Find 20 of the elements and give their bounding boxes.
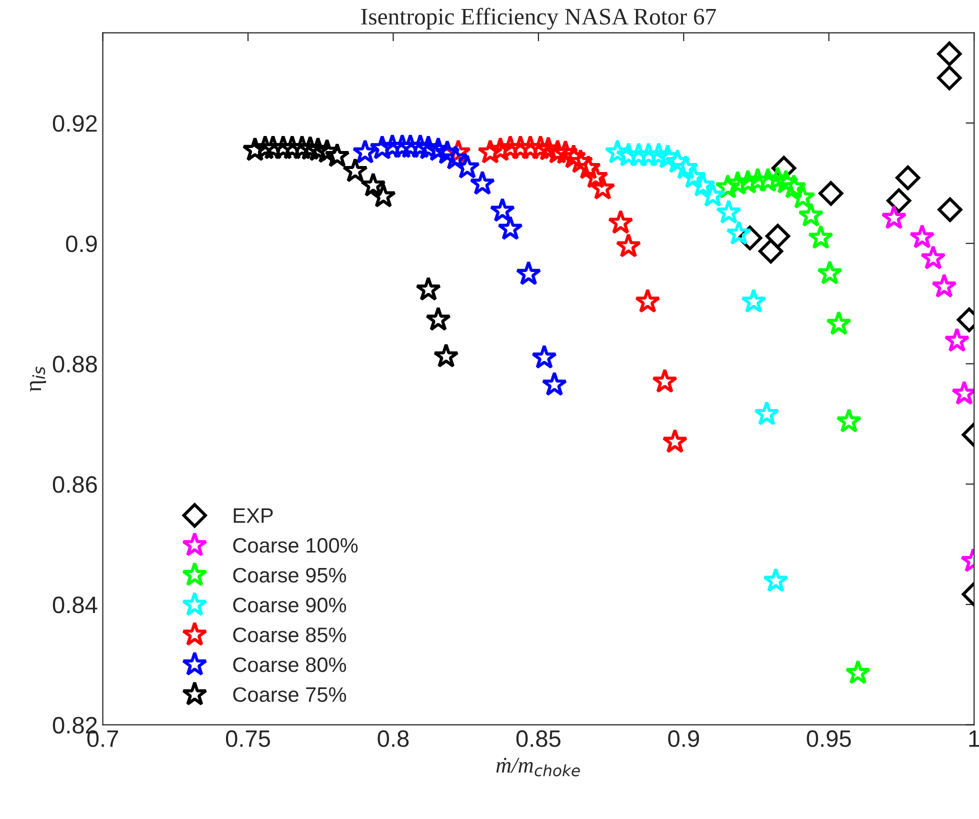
x-tick-label: 0.85	[516, 730, 560, 748]
x-tick-label: 0.75	[226, 730, 270, 748]
y-tick-label: 0.92	[52, 115, 97, 132]
legend-label: Coarse 85%	[233, 628, 346, 642]
y-axis-title: η$_{is}$	[30, 366, 46, 392]
legend-label: Coarse 100%	[233, 538, 358, 553]
y-tick-label: 0.86	[52, 476, 97, 493]
legend-label: EXP	[234, 508, 273, 523]
x-tick-label: 0.95	[806, 730, 851, 748]
y-tick-label: 0.9	[66, 235, 97, 252]
x-tick-label: 0.8	[378, 730, 409, 748]
legend-label: Coarse 75%	[233, 687, 346, 702]
x-tick-label: 0.9	[668, 730, 699, 748]
legend-label: Coarse 80%	[233, 657, 346, 672]
x-axis-title: ṁ/m$_{choke}$	[496, 758, 580, 776]
legend-label: Coarse 95%	[233, 568, 346, 583]
y-tick-label: 0.88	[52, 356, 97, 373]
y-tick-label: 0.84	[52, 596, 98, 614]
legend-label: Coarse 90%	[233, 598, 346, 612]
chart-title: Isentropic Efficiency NASA Rotor 67	[361, 8, 716, 30]
